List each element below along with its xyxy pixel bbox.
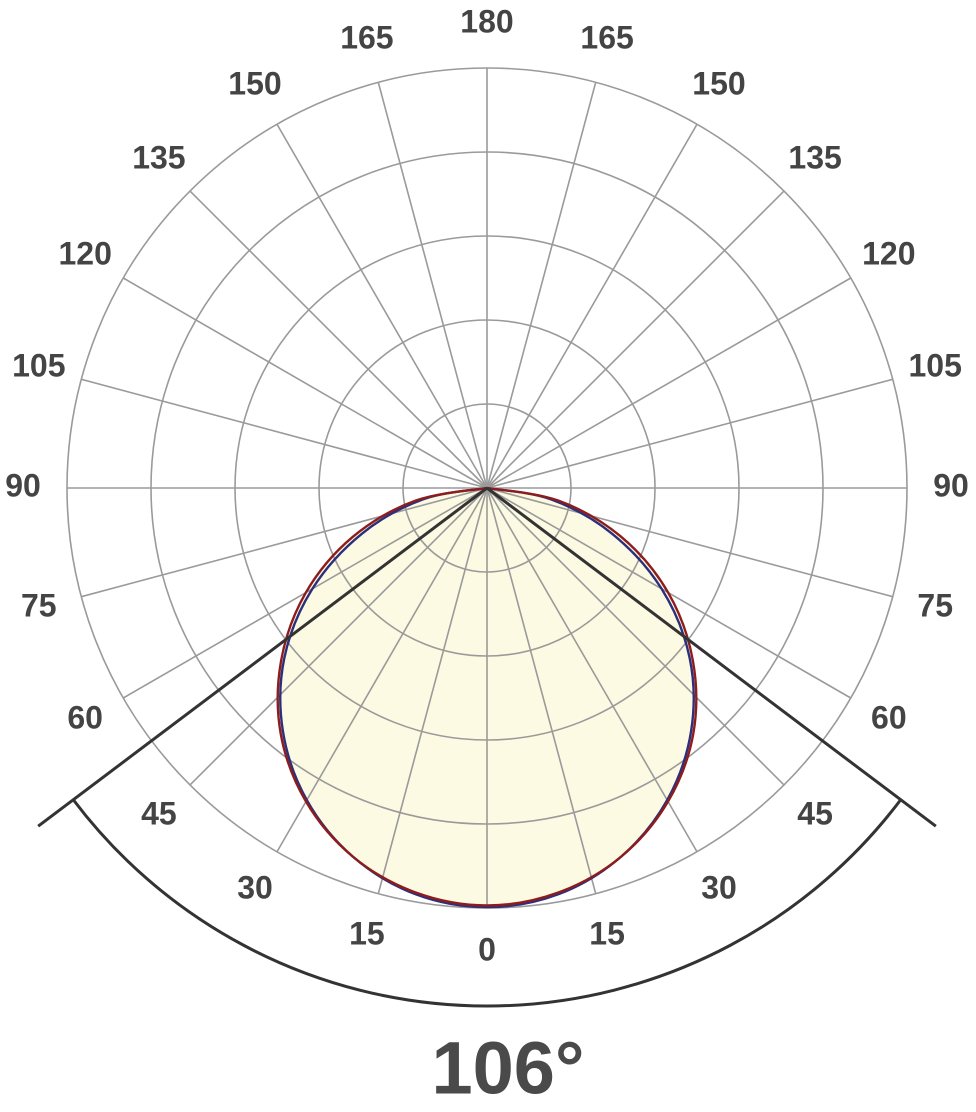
grid-spoke [486, 277, 852, 489]
angle-label: 30 [701, 869, 737, 905]
angle-label: 165 [580, 19, 633, 55]
angle-label: 135 [788, 139, 841, 175]
angle-label: 165 [340, 19, 393, 55]
grid-spoke [486, 123, 698, 489]
angle-label: 60 [871, 699, 907, 735]
angle-label: 60 [67, 699, 103, 735]
grid-spoke [486, 190, 785, 489]
angle-label: 45 [141, 796, 177, 832]
grid-spoke [486, 487, 597, 894]
grid-spoke [81, 487, 488, 598]
beam-angle-label: 106° [431, 1027, 584, 1110]
grid-spoke [81, 378, 488, 489]
angle-label: 105 [12, 347, 65, 383]
angle-label: 15 [349, 916, 385, 952]
grid-spoke [276, 487, 488, 853]
grid-spoke [189, 487, 488, 786]
grid-spoke [377, 487, 488, 894]
grid-spoke [486, 82, 597, 489]
angle-label: 75 [917, 588, 953, 624]
angle-label: 90 [933, 467, 969, 503]
beam-line [37, 486, 488, 828]
grid-spoke [122, 277, 488, 489]
curve [279, 486, 695, 909]
angle-label: 150 [228, 66, 281, 102]
angle-label: 0 [478, 931, 496, 967]
beam-arc [72, 798, 902, 1008]
grid-spoke [189, 190, 488, 489]
beam-line [486, 486, 937, 828]
angle-label: 120 [862, 235, 915, 271]
curve [276, 486, 698, 907]
grid-spoke [486, 487, 893, 598]
angle-label: 135 [132, 139, 185, 175]
angle-label: 15 [589, 916, 625, 952]
grid-spoke [486, 487, 785, 786]
grid-spoke [276, 123, 488, 489]
angle-label: 30 [237, 869, 273, 905]
angle-label: 120 [58, 235, 111, 271]
grid-spoke [486, 487, 698, 853]
grid-spoke [377, 82, 488, 489]
angle-label: 45 [797, 796, 833, 832]
angle-label: 150 [692, 66, 745, 102]
angle-label: 90 [5, 467, 41, 503]
angle-label: 180 [460, 3, 513, 39]
angle-label: 75 [21, 588, 57, 624]
grid-spoke [486, 378, 893, 489]
angle-label: 105 [908, 347, 961, 383]
